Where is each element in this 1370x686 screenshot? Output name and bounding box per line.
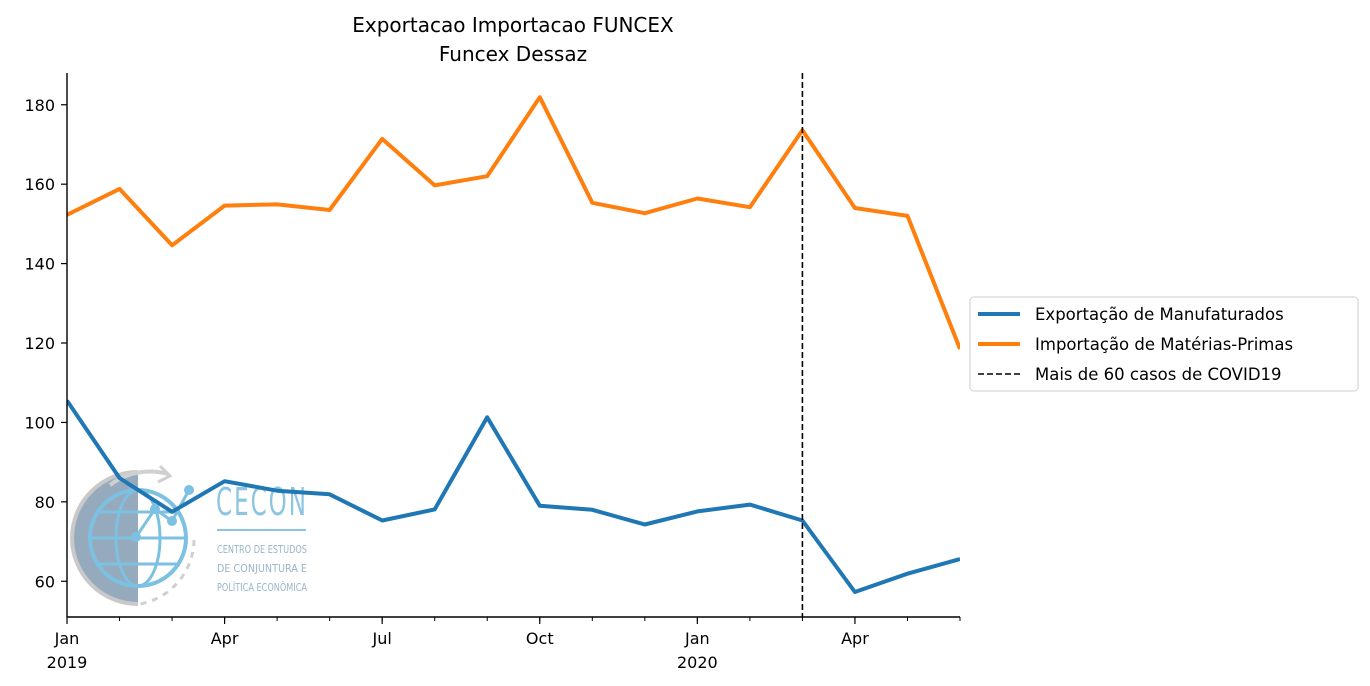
legend-label: Mais de 60 casos de COVID19 (1035, 365, 1282, 384)
series-line-0 (67, 399, 960, 594)
cecon-logo: CECON CENTRO DE ESTUDOS DE CONJUNTURA E … (70, 464, 307, 606)
x-tick-label: Jan (684, 629, 710, 648)
y-tick-label: 120 (24, 334, 55, 353)
y-tick-label: 80 (35, 493, 55, 512)
y-tick-label: 60 (35, 572, 55, 591)
legend: Exportação de Manufaturados Importação de… (969, 296, 1359, 392)
legend-label: Exportação de Manufaturados (1035, 305, 1284, 324)
x-tick-label: Jan (54, 629, 80, 648)
x-tick-label: Apr (211, 629, 239, 648)
logo-line-1: CENTRO DE ESTUDOS (217, 544, 307, 556)
series-line-1 (67, 95, 960, 350)
y-tick-label: 100 (24, 413, 55, 432)
y-tick-label: 140 (24, 255, 55, 274)
logo-line-2: DE CONJUNTURA E (217, 563, 307, 575)
legend-label: Importação de Matérias-Primas (1035, 335, 1293, 354)
x-tick-label: Jul (372, 629, 392, 648)
y-tick-label: 160 (24, 175, 55, 194)
chart-title: Exportacao Importacao FUNCEX (352, 13, 674, 37)
chart-subtitle: Funcex Dessaz (439, 42, 587, 66)
x-tick-label: Oct (526, 629, 554, 648)
y-tick-label: 180 (24, 96, 55, 115)
logo-line-3: POLÍTICA ECONÔMICA (217, 581, 307, 594)
x-tick-year-label: 2020 (677, 653, 718, 672)
x-tick-year-label: 2019 (47, 653, 88, 672)
x-tick-label: Apr (841, 629, 869, 648)
legend-frame (969, 296, 1359, 392)
